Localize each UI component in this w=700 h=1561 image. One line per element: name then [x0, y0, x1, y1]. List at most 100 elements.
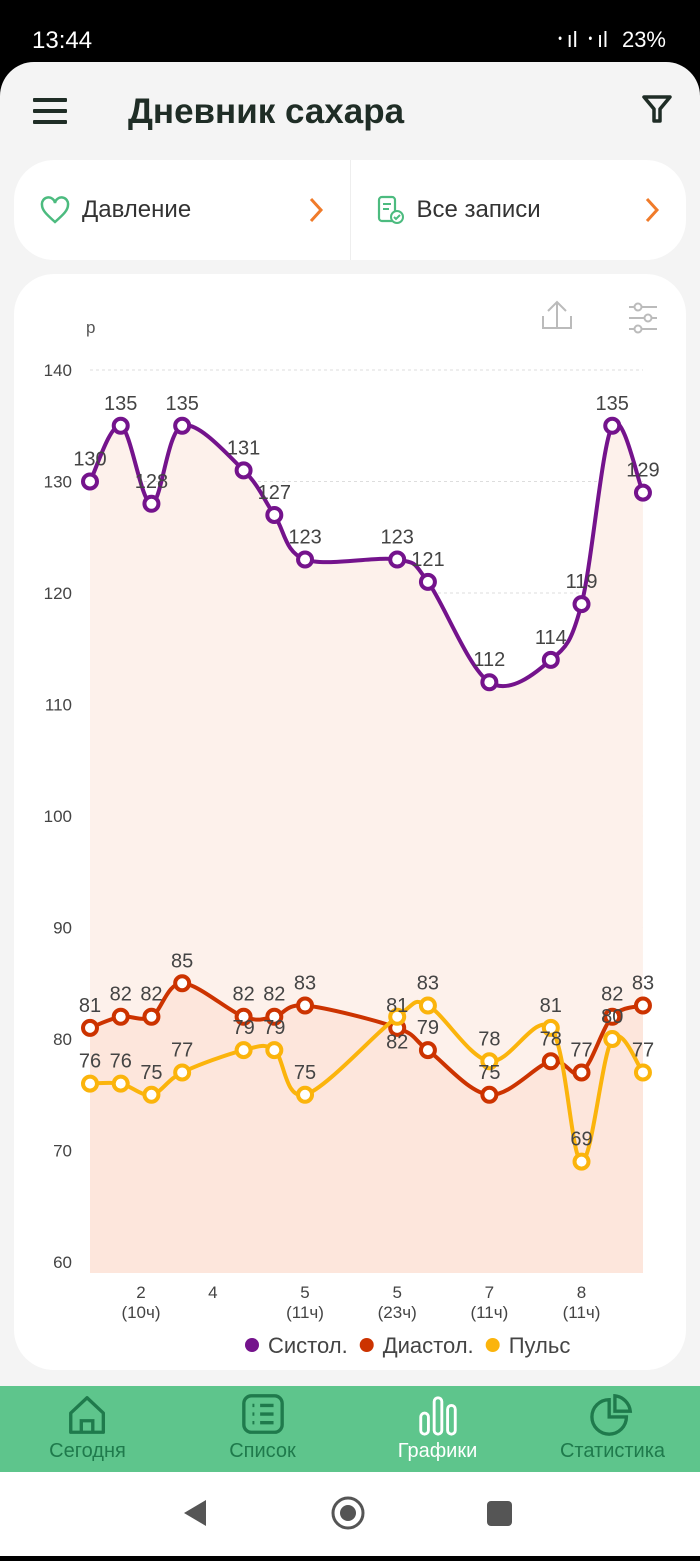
- data-label: 112: [473, 649, 505, 671]
- data-label: 123: [288, 527, 321, 549]
- legend-label: Систол.: [268, 1333, 348, 1358]
- data-label: 129: [626, 460, 659, 482]
- records-label: Все записи: [416, 196, 541, 223]
- data-point: [173, 416, 192, 435]
- data-point: [296, 996, 315, 1015]
- y-axis-label: р: [86, 318, 95, 337]
- data-point: [234, 1041, 253, 1060]
- nav-tab-list[interactable]: Список: [175, 1386, 350, 1472]
- x-tick-label: 2: [136, 1283, 145, 1302]
- x-tick-sublabel: (10ч): [121, 1303, 160, 1322]
- data-point: [142, 494, 161, 513]
- data-point: [388, 1007, 407, 1026]
- data-point: [173, 974, 192, 993]
- data-point: [603, 1007, 622, 1026]
- x-tick-label: 8: [577, 1283, 586, 1302]
- data-point: [541, 1052, 560, 1071]
- data-point: [265, 1041, 284, 1060]
- data-point: [111, 1007, 130, 1026]
- data-label: 69: [570, 1129, 592, 1151]
- data-point: [603, 1030, 622, 1048]
- nav-tab-pie[interactable]: Статистика: [525, 1386, 700, 1472]
- records-selector[interactable]: Все записи: [351, 160, 687, 260]
- measure-label: Давление: [82, 196, 192, 223]
- data-label: 79: [417, 1017, 439, 1039]
- measure-selector[interactable]: Давление: [14, 160, 351, 260]
- data-label: 114: [535, 627, 567, 649]
- y-tick-label: 100: [44, 807, 72, 826]
- data-label: 128: [135, 471, 168, 493]
- data-label: 77: [171, 1039, 193, 1061]
- data-point: [81, 472, 99, 491]
- data-label: 83: [294, 973, 316, 995]
- home-button[interactable]: [331, 1496, 365, 1530]
- battery-percent: 23%: [621, 27, 666, 52]
- y-tick-label: 120: [44, 584, 72, 603]
- data-point: [633, 483, 652, 502]
- legend-label: Пульс: [509, 1333, 571, 1358]
- data-label: 83: [632, 973, 654, 995]
- nav-label: Список: [229, 1440, 296, 1462]
- data-label: 82: [232, 984, 254, 1006]
- back-button[interactable]: [184, 1500, 206, 1526]
- pie-icon: [589, 1393, 632, 1436]
- y-tick-label: 110: [45, 696, 72, 715]
- chevron-right-icon: [645, 197, 660, 223]
- data-point: [603, 416, 622, 435]
- y-tick-label: 70: [53, 1142, 72, 1161]
- x-tick-sublabel: (11ч): [563, 1303, 601, 1322]
- nav-tab-home[interactable]: Сегодня: [0, 1386, 175, 1472]
- status-bar: 13:44 ᛫ıl ᛫ıl 23%: [0, 0, 700, 62]
- recents-button[interactable]: [487, 1501, 512, 1526]
- legend-marker: [359, 1338, 374, 1352]
- data-label: 79: [263, 1017, 285, 1039]
- data-label: 135: [165, 393, 198, 415]
- x-tick-label: 4: [208, 1283, 217, 1302]
- signal-icon: ᛫ıl ᛫ıl: [553, 27, 608, 52]
- data-label: 131: [227, 437, 260, 459]
- data-label: 121: [411, 549, 444, 571]
- x-tick-label: 5: [300, 1283, 309, 1302]
- nav-tab-chart[interactable]: Графики: [350, 1386, 525, 1472]
- legend-marker: [485, 1338, 500, 1352]
- system-navigation: [0, 1472, 700, 1556]
- nav-label: Графики: [397, 1440, 478, 1462]
- data-point: [572, 1152, 591, 1171]
- menu-button[interactable]: [33, 98, 67, 131]
- filter-icon[interactable]: [642, 94, 672, 124]
- share-icon[interactable]: [542, 300, 572, 329]
- data-label: 79: [232, 1017, 254, 1039]
- data-point: [173, 1063, 192, 1082]
- data-label: 77: [632, 1039, 654, 1061]
- x-tick-sublabel: (11ч): [470, 1303, 508, 1322]
- data-label: 75: [478, 1062, 500, 1084]
- chart-icon: [418, 1396, 457, 1436]
- legend-label: Диастол.: [383, 1333, 474, 1358]
- data-point: [480, 673, 499, 692]
- data-point: [633, 1063, 652, 1082]
- data-point: [142, 1085, 161, 1104]
- x-tick-label: 7: [485, 1283, 494, 1302]
- data-point: [234, 461, 253, 480]
- data-label: 78: [478, 1028, 500, 1050]
- data-point: [111, 1074, 130, 1093]
- clock: 13:44: [32, 27, 93, 54]
- data-label: 135: [596, 393, 629, 415]
- data-label: 81: [386, 995, 408, 1017]
- data-point: [572, 1063, 591, 1082]
- data-point: [418, 1041, 437, 1060]
- chart: р 140 130 120 110 100 90 80 70 60 130 135 128 135 131…: [44, 300, 660, 1358]
- data-label: 85: [171, 950, 193, 972]
- data-label: 82: [110, 984, 132, 1006]
- data-label: 130: [73, 449, 106, 471]
- data-point: [480, 1052, 499, 1071]
- data-label: 80: [601, 1006, 623, 1028]
- data-label: 135: [104, 393, 137, 415]
- y-tick-label: 130: [44, 473, 72, 492]
- nav-label: Сегодня: [49, 1440, 126, 1462]
- data-point: [111, 416, 130, 435]
- settings-sliders-icon[interactable]: [629, 302, 657, 334]
- x-tick-sublabel: (23ч): [378, 1303, 417, 1322]
- data-point: [81, 1018, 99, 1037]
- data-point: [418, 996, 437, 1015]
